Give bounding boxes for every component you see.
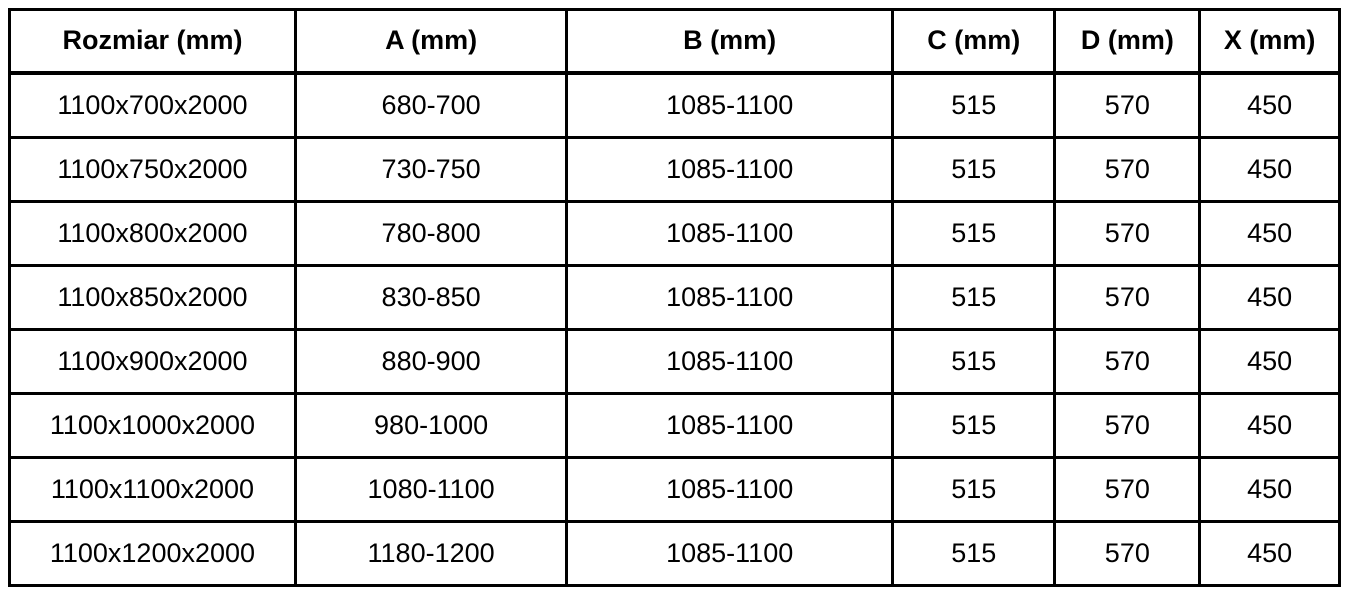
cell-x: 450: [1198, 71, 1341, 140]
cell-d: 570: [1053, 71, 1202, 140]
cell-d: 570: [1053, 328, 1202, 396]
cell-rozmiar: 1100x1000x2000: [8, 392, 297, 460]
cell-a: 780-800: [293, 200, 569, 268]
cell-rozmiar: 1100x900x2000: [8, 328, 297, 396]
cell-d: 570: [1053, 200, 1202, 268]
cell-rozmiar: 1100x1100x2000: [8, 456, 297, 524]
cell-x: 450: [1198, 264, 1341, 332]
table-row: 1100x850x2000 830-850 1085-1100 515 570 …: [8, 264, 1341, 332]
cell-b: 1085-1100: [565, 200, 895, 268]
column-header-c: C (mm): [891, 8, 1057, 75]
cell-a: 1080-1100: [293, 456, 569, 524]
cell-rozmiar: 1100x750x2000: [8, 136, 297, 204]
cell-d: 570: [1053, 456, 1202, 524]
cell-a: 980-1000: [293, 392, 569, 460]
cell-d: 570: [1053, 136, 1202, 204]
cell-c: 515: [891, 520, 1057, 587]
cell-c: 515: [891, 264, 1057, 332]
cell-b: 1085-1100: [565, 392, 895, 460]
cell-rozmiar: 1100x1200x2000: [8, 520, 297, 587]
column-header-x: X (mm): [1198, 8, 1341, 75]
size-spec-table: Rozmiar (mm) A (mm) B (mm) C (mm) D (mm)…: [8, 8, 1341, 587]
cell-c: 515: [891, 328, 1057, 396]
header-row: Rozmiar (mm) A (mm) B (mm) C (mm) D (mm)…: [8, 8, 1341, 75]
cell-x: 450: [1198, 520, 1341, 587]
cell-rozmiar: 1100x700x2000: [8, 71, 297, 140]
column-header-rozmiar: Rozmiar (mm): [8, 8, 297, 75]
table-row: 1100x700x2000 680-700 1085-1100 515 570 …: [8, 71, 1341, 140]
cell-x: 450: [1198, 136, 1341, 204]
cell-a: 680-700: [293, 71, 569, 140]
cell-c: 515: [891, 71, 1057, 140]
table-row: 1100x1100x2000 1080-1100 1085-1100 515 5…: [8, 456, 1341, 524]
column-header-d: D (mm): [1053, 8, 1202, 75]
cell-c: 515: [891, 136, 1057, 204]
cell-a: 1180-1200: [293, 520, 569, 587]
cell-x: 450: [1198, 328, 1341, 396]
cell-c: 515: [891, 200, 1057, 268]
cell-a: 830-850: [293, 264, 569, 332]
table-row: 1100x1200x2000 1180-1200 1085-1100 515 5…: [8, 520, 1341, 587]
cell-b: 1085-1100: [565, 264, 895, 332]
cell-rozmiar: 1100x800x2000: [8, 200, 297, 268]
table-row: 1100x1000x2000 980-1000 1085-1100 515 57…: [8, 392, 1341, 460]
cell-c: 515: [891, 392, 1057, 460]
table-row: 1100x750x2000 730-750 1085-1100 515 570 …: [8, 136, 1341, 204]
table-row: 1100x800x2000 780-800 1085-1100 515 570 …: [8, 200, 1341, 268]
cell-b: 1085-1100: [565, 328, 895, 396]
column-header-b: B (mm): [565, 8, 895, 75]
table-row: 1100x900x2000 880-900 1085-1100 515 570 …: [8, 328, 1341, 396]
cell-a: 730-750: [293, 136, 569, 204]
cell-d: 570: [1053, 264, 1202, 332]
cell-rozmiar: 1100x850x2000: [8, 264, 297, 332]
cell-b: 1085-1100: [565, 71, 895, 140]
cell-x: 450: [1198, 392, 1341, 460]
column-header-a: A (mm): [293, 8, 569, 75]
cell-x: 450: [1198, 456, 1341, 524]
cell-a: 880-900: [293, 328, 569, 396]
cell-b: 1085-1100: [565, 456, 895, 524]
cell-d: 570: [1053, 392, 1202, 460]
cell-d: 570: [1053, 520, 1202, 587]
cell-x: 450: [1198, 200, 1341, 268]
cell-c: 515: [891, 456, 1057, 524]
cell-b: 1085-1100: [565, 520, 895, 587]
cell-b: 1085-1100: [565, 136, 895, 204]
